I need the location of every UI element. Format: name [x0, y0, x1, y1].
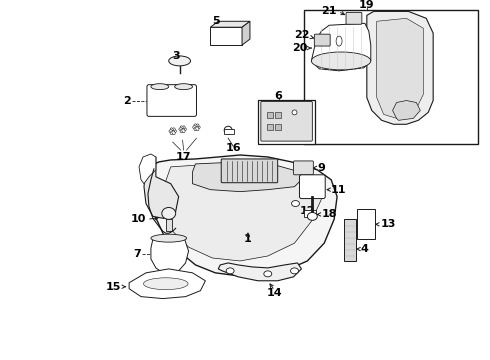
Ellipse shape [307, 212, 318, 220]
Ellipse shape [311, 52, 371, 70]
Text: 3: 3 [172, 51, 179, 61]
Text: 17: 17 [176, 152, 192, 162]
Polygon shape [392, 100, 420, 120]
Text: 1: 1 [244, 234, 252, 244]
Ellipse shape [180, 126, 183, 130]
Ellipse shape [182, 129, 185, 132]
Text: 7: 7 [133, 249, 141, 259]
Ellipse shape [182, 128, 186, 131]
FancyBboxPatch shape [299, 175, 325, 199]
Ellipse shape [291, 268, 298, 274]
Polygon shape [139, 154, 156, 184]
FancyBboxPatch shape [346, 12, 362, 24]
Bar [275, 112, 281, 118]
Polygon shape [311, 23, 371, 71]
Ellipse shape [336, 36, 342, 46]
Polygon shape [129, 269, 205, 298]
Ellipse shape [151, 234, 187, 242]
Text: 15: 15 [106, 282, 121, 292]
Ellipse shape [172, 128, 175, 132]
Ellipse shape [292, 110, 297, 115]
Text: 11: 11 [331, 185, 346, 195]
Polygon shape [166, 219, 171, 231]
Text: 9: 9 [318, 163, 325, 173]
Ellipse shape [179, 128, 183, 131]
Text: 16: 16 [225, 143, 241, 153]
Polygon shape [377, 18, 423, 118]
Text: 8: 8 [244, 183, 252, 193]
Ellipse shape [144, 278, 188, 290]
Ellipse shape [226, 268, 234, 274]
Text: 19: 19 [359, 0, 375, 10]
Text: 2: 2 [123, 95, 131, 105]
FancyBboxPatch shape [294, 161, 313, 175]
Bar [267, 112, 273, 118]
Polygon shape [210, 27, 242, 45]
Ellipse shape [151, 84, 169, 90]
Polygon shape [210, 21, 250, 27]
Ellipse shape [172, 131, 175, 135]
Ellipse shape [182, 126, 185, 130]
Ellipse shape [224, 126, 232, 134]
Polygon shape [218, 263, 301, 281]
FancyBboxPatch shape [314, 34, 330, 46]
Text: 5: 5 [213, 16, 220, 26]
Ellipse shape [172, 130, 176, 133]
FancyBboxPatch shape [147, 85, 196, 116]
Ellipse shape [194, 127, 197, 131]
FancyBboxPatch shape [261, 102, 312, 141]
Ellipse shape [196, 124, 199, 128]
Text: 22: 22 [294, 30, 309, 40]
Ellipse shape [162, 207, 176, 219]
Ellipse shape [174, 84, 193, 90]
Ellipse shape [292, 201, 299, 207]
Polygon shape [151, 239, 189, 274]
Ellipse shape [196, 126, 200, 129]
Bar [304, 10, 478, 144]
Bar [275, 124, 281, 130]
Polygon shape [367, 12, 433, 124]
Polygon shape [149, 155, 337, 276]
Ellipse shape [264, 271, 272, 277]
Bar [344, 219, 356, 261]
Ellipse shape [170, 128, 173, 132]
Bar [304, 211, 317, 217]
Text: 6: 6 [275, 91, 283, 100]
Polygon shape [242, 21, 250, 45]
Ellipse shape [196, 127, 199, 131]
Ellipse shape [193, 126, 196, 129]
Ellipse shape [169, 130, 173, 133]
Bar [357, 210, 375, 239]
Polygon shape [144, 157, 179, 219]
Text: 4: 4 [361, 244, 369, 254]
Ellipse shape [180, 129, 183, 132]
Text: 12: 12 [299, 206, 315, 216]
Bar [224, 129, 234, 134]
Ellipse shape [194, 124, 197, 128]
Ellipse shape [170, 131, 173, 135]
Text: 14: 14 [267, 288, 283, 298]
Text: 18: 18 [321, 210, 337, 219]
Polygon shape [161, 164, 321, 261]
Text: 13: 13 [381, 219, 396, 229]
Bar [267, 124, 273, 130]
Text: 10: 10 [131, 214, 146, 224]
Polygon shape [193, 162, 301, 192]
Text: 20: 20 [292, 43, 307, 53]
FancyBboxPatch shape [221, 159, 278, 183]
Bar [258, 99, 316, 144]
Text: 21: 21 [321, 6, 337, 17]
Ellipse shape [169, 56, 191, 66]
